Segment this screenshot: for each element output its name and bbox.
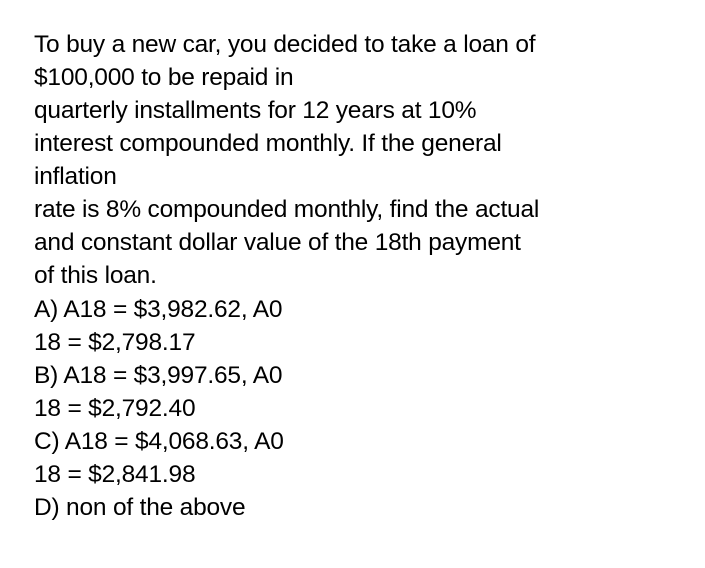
- question-line: and constant dollar value of the 18th pa…: [34, 226, 671, 259]
- option-c-line2: 18 = $2,841.98: [34, 458, 671, 491]
- option-a-line1: A) A18 = $3,982.62, A0: [34, 293, 671, 326]
- question-line: interest compounded monthly. If the gene…: [34, 127, 671, 160]
- option-a-line2: 18 = $2,798.17: [34, 326, 671, 359]
- option-b-line2: 18 = $2,792.40: [34, 392, 671, 425]
- option-d: D) non of the above: [34, 491, 671, 524]
- option-b-line1: B) A18 = $3,997.65, A0: [34, 359, 671, 392]
- question-line: To buy a new car, you decided to take a …: [34, 28, 671, 61]
- question-line: of this loan.: [34, 259, 671, 292]
- question-line: inflation: [34, 160, 671, 193]
- option-c-line1: C) A18 = $4,068.63, A0: [34, 425, 671, 458]
- question-line: rate is 8% compounded monthly, find the …: [34, 193, 671, 226]
- question-line: quarterly installments for 12 years at 1…: [34, 94, 671, 127]
- question-line: $100,000 to be repaid in: [34, 61, 671, 94]
- question-block: To buy a new car, you decided to take a …: [34, 28, 671, 524]
